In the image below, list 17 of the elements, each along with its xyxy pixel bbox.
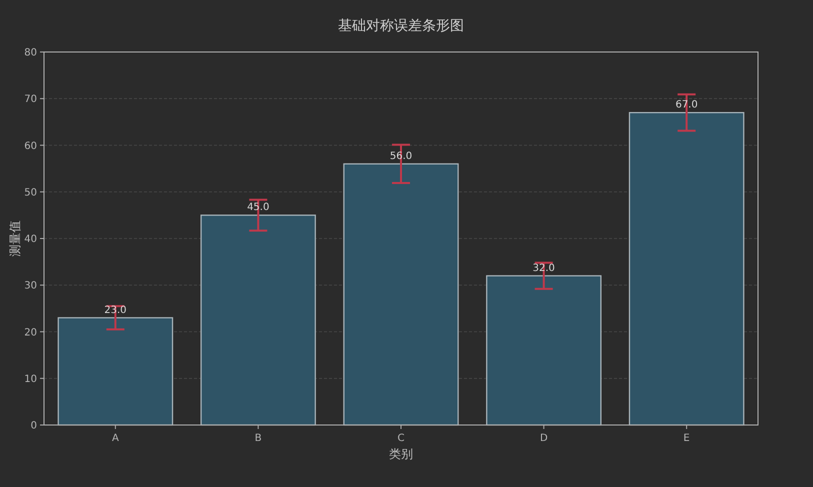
y-tick-label: 60 — [24, 140, 37, 152]
y-tick-label: 10 — [24, 374, 37, 385]
y-axis-title: 测量值 — [8, 220, 22, 256]
y-tick-label: 0 — [30, 420, 37, 432]
x-tick-label: D — [540, 433, 548, 444]
y-tick-label: 70 — [24, 94, 37, 106]
y-tick-label: 20 — [24, 327, 37, 338]
chart-title: 基础对称误差条形图 — [338, 18, 464, 34]
x-tick-label: A — [112, 433, 119, 444]
x-axis-title: 类别 — [389, 447, 413, 461]
x-tick-label: E — [683, 433, 690, 444]
y-tick-label: 50 — [24, 187, 37, 198]
y-tick-label: 80 — [24, 48, 37, 58]
y-tick-label: 40 — [24, 234, 37, 245]
y-tick-label: 30 — [24, 280, 37, 292]
x-tick-label: B — [254, 433, 262, 444]
x-tick-label: C — [398, 433, 405, 444]
